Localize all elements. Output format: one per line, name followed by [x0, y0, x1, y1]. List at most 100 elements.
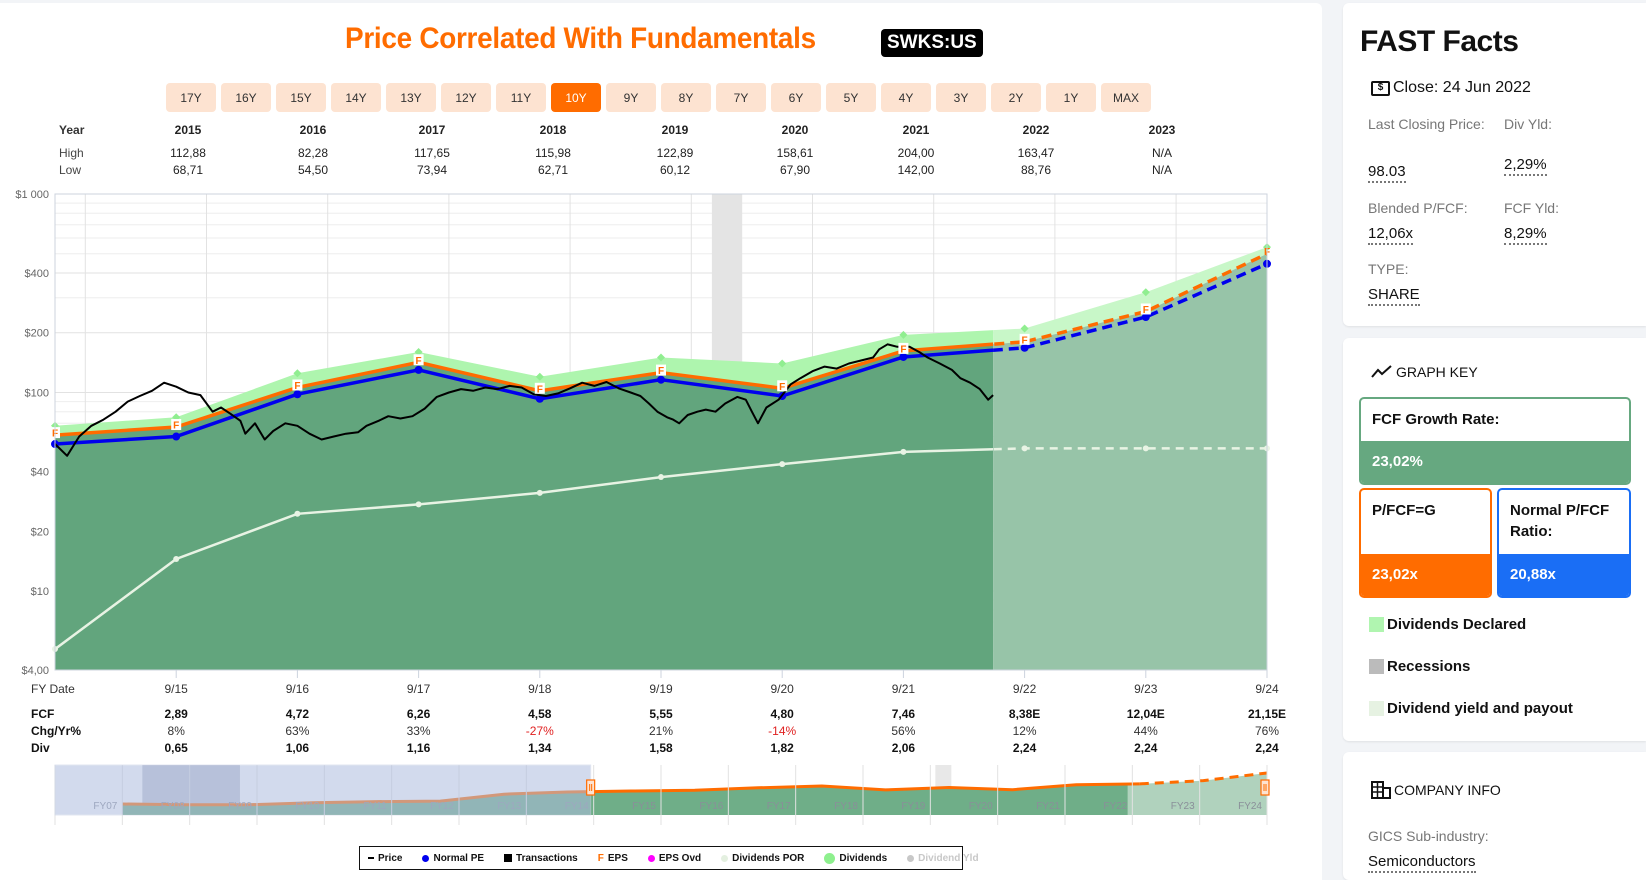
range-button-14y[interactable]: 14Y — [331, 83, 381, 112]
range-button-6y[interactable]: 6Y — [771, 83, 821, 112]
legend-item-dividends[interactable]: Dividends — [824, 852, 888, 864]
range-button-1y[interactable]: 1Y — [1046, 83, 1096, 112]
eps-marker-bg — [1019, 333, 1030, 345]
square-icon — [504, 854, 513, 862]
legend-label: Dividends — [839, 852, 888, 864]
blended-pfcf-value[interactable]: 12,06x — [1368, 225, 1414, 245]
range-button-12y[interactable]: 12Y — [441, 83, 491, 112]
high-cell: 163,47 — [1017, 146, 1055, 160]
legend-item-normal-pe[interactable]: Normal PE — [422, 853, 484, 864]
normal-pe-point — [657, 375, 665, 384]
low-cell: 60,12 — [659, 163, 691, 177]
year-cell: 2021 — [902, 123, 930, 137]
legend-label: Dividends POR — [732, 852, 805, 864]
eps-marker: F — [898, 342, 909, 355]
range-button-2y[interactable]: 2Y — [991, 83, 1041, 112]
range-button-4y[interactable]: 4Y — [881, 83, 931, 112]
range-button-10y[interactable]: 10Y — [551, 83, 601, 112]
trend-line-icon — [1371, 365, 1392, 378]
low-cell: 73,94 — [416, 163, 448, 177]
dividends-area-historic — [55, 330, 994, 436]
fcf-growth-rate-value: 23,02% — [1361, 441, 1629, 483]
high-cell: 115,98 — [535, 146, 571, 160]
dividends-point — [1020, 324, 1029, 333]
blended-pfcf-label: Blended P/FCF: — [1368, 200, 1468, 216]
div-yld-value[interactable]: 2,29% — [1504, 156, 1547, 176]
year-cell: 2017 — [418, 123, 446, 137]
eps-marker-bg — [534, 382, 545, 394]
type-value[interactable]: SHARE — [1368, 286, 1420, 306]
color-swatch-icon — [1369, 617, 1384, 632]
range-button-7y[interactable]: 7Y — [716, 83, 766, 112]
range-button-16y[interactable]: 16Y — [221, 83, 271, 112]
eps-marker: F — [777, 380, 788, 393]
legend-item-transactions[interactable]: Transactions — [504, 853, 578, 864]
range-button-max[interactable]: MAX — [1101, 83, 1151, 112]
y-tick-label: $4,00 — [21, 665, 49, 677]
price-line — [54, 343, 994, 457]
fcf-yld-label: FCF Yld: — [1504, 200, 1559, 216]
range-button-9y[interactable]: 9Y — [606, 83, 656, 112]
handle-grip[interactable] — [586, 779, 596, 796]
eps-marker-label: F — [416, 356, 422, 367]
company-info-title-text: COMPANY INFO — [1394, 782, 1501, 798]
handle-grip[interactable] — [1260, 779, 1270, 796]
gics-sub-industry-label: GICS Sub-industry: — [1368, 828, 1489, 844]
eps-line-forecast — [993, 252, 1267, 346]
gics-sub-industry-value[interactable]: Semiconductors — [1368, 853, 1476, 873]
legend-item-dividend-yld[interactable]: Dividend Yld — [907, 853, 979, 864]
dividend-yield-point — [658, 474, 664, 481]
navigator-label: FY19 — [901, 801, 925, 812]
high-cell: 82,28 — [297, 146, 329, 160]
eps-marker-bg — [171, 419, 182, 431]
fy-date-cell: 9/23 — [1134, 682, 1158, 696]
last-closing-price-value[interactable]: 98.03 — [1368, 163, 1406, 183]
navigator-right-handle[interactable] — [1260, 779, 1270, 796]
y-tick-label: $1 000 — [15, 189, 49, 201]
graph-key-card: GRAPH KEY FCF Growth Rate: 23,02% P/FCF=… — [1343, 338, 1646, 741]
year-cell: 2020 — [781, 123, 809, 137]
legend-item-eps-ovd[interactable]: EPS Ovd — [647, 853, 701, 864]
navigator-unselected-mask — [54, 764, 592, 816]
fcf-cell: 8,38E — [1008, 707, 1041, 721]
dividends-point — [535, 372, 544, 381]
range-button-5y[interactable]: 5Y — [826, 83, 876, 112]
normal-pe-point — [1141, 313, 1150, 322]
dividend-yield-point — [900, 448, 907, 455]
range-button-3y[interactable]: 3Y — [936, 83, 986, 112]
eps-marker: F — [413, 354, 424, 367]
normal-pe-point — [535, 394, 544, 403]
normal-pe-point — [172, 432, 181, 441]
fcf-yld-value[interactable]: 8,29% — [1504, 225, 1547, 245]
chg-cell: 44% — [1133, 724, 1158, 738]
fy-date-cell: 9/17 — [406, 682, 431, 696]
legend-item-price[interactable]: Price — [368, 853, 402, 864]
eps-marker-label: F — [900, 344, 906, 355]
fcf-label: FCF — [31, 707, 55, 721]
legend-item-eps[interactable]: F EPS — [598, 853, 628, 864]
color-swatch-icon — [1369, 701, 1384, 716]
dot-icon — [647, 854, 655, 862]
navigator-left-handle[interactable] — [586, 779, 596, 796]
high-cell: 112,88 — [170, 146, 206, 160]
div-label: Div — [31, 741, 50, 755]
chart-title: Price Correlated With Fundamentals — [345, 22, 816, 55]
eps-marker-bg — [292, 379, 303, 391]
eps-marker-label: F — [537, 384, 543, 395]
chg-cell: -27% — [525, 724, 554, 738]
legend-item-dividends-por[interactable]: Dividends POR — [721, 853, 804, 864]
normal-pe-line-forecast — [993, 262, 1267, 352]
div-cell: 1,16 — [406, 741, 431, 755]
range-button-13y[interactable]: 13Y — [386, 83, 436, 112]
range-navigator[interactable]: FY07FY08FY09FY10FY11FY12FY13FY14FY15FY16… — [54, 764, 1270, 825]
range-button-17y[interactable]: 17Y — [166, 83, 216, 112]
range-button-8y[interactable]: 8Y — [661, 83, 711, 112]
range-button-11y[interactable]: 11Y — [496, 83, 546, 112]
range-button-15y[interactable]: 15Y — [276, 83, 326, 112]
fcf-cell: 4,72 — [285, 707, 310, 721]
eps-marker-label: F — [658, 366, 664, 377]
navigator-label: FY15 — [632, 801, 656, 812]
eps-marker: F — [292, 379, 303, 392]
range-selector: 17Y 16Y 15Y 14Y 13Y 12Y 11Y 10Y 9Y 8Y 7Y 6Y 5Y 4Y 3Y 2Y… — [166, 83, 1151, 112]
